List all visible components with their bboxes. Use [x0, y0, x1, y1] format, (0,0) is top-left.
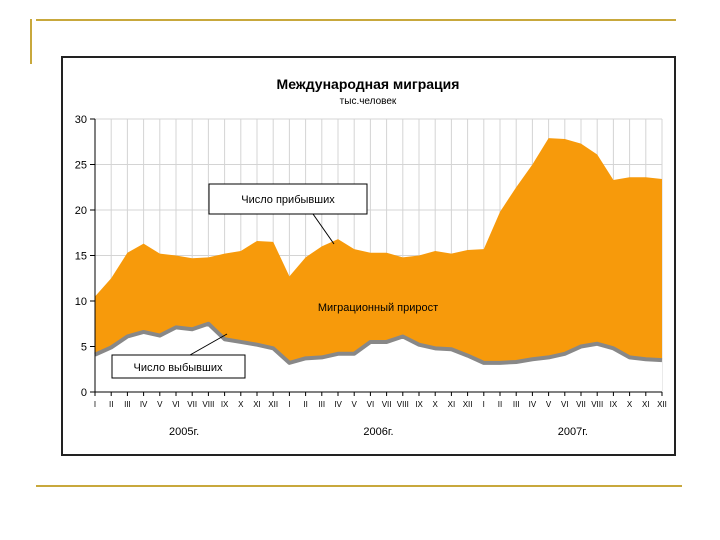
arrivals-callout-line [312, 213, 335, 245]
series-arrivals-area [95, 138, 662, 392]
x-tick-label: III [513, 400, 520, 409]
x-tick-label: X [238, 400, 244, 409]
x-tick-label: II [498, 400, 502, 409]
y-tick-label: 30 [75, 114, 87, 126]
areas [94, 138, 663, 392]
x-tick-label: IV [140, 400, 148, 409]
x-tick-label: VII [576, 400, 586, 409]
year-label: 2005г. [169, 426, 199, 438]
x-tick-label: X [433, 400, 439, 409]
x-tick-label: I [94, 400, 96, 409]
annotation-departures: Число выбывших [111, 333, 246, 379]
x-tick-label: IX [221, 400, 229, 409]
series-departures-line [94, 321, 663, 365]
x-tick-label: XI [253, 400, 261, 409]
chart-subtitle: тыс.человек [340, 96, 397, 107]
x-tick-label: VIII [591, 400, 603, 409]
x-tick-label: XI [642, 400, 650, 409]
arrivals-callout-label: Число прибывших [241, 194, 335, 206]
x-tick-label: VI [561, 400, 569, 409]
x-tick-label: IV [529, 400, 537, 409]
x-tick-label: V [546, 400, 552, 409]
arrivals-callout-box [208, 183, 368, 215]
x-tick-label: II [303, 400, 307, 409]
departures-callout-label: Число выбывших [134, 362, 223, 374]
chart-title: Международная миграция [277, 76, 460, 92]
x-tick-label: V [157, 400, 163, 409]
x-tick-label: XI [448, 400, 456, 409]
x-tick-label: IV [334, 400, 342, 409]
x-tick-label: XII [268, 400, 278, 409]
x-tick-label: VII [187, 400, 197, 409]
x-tick-label: III [318, 400, 325, 409]
x-tick-label: X [627, 400, 633, 409]
y-tick-label: 25 [75, 160, 87, 172]
x-tick-label: XII [463, 400, 473, 409]
y-tick-label: 15 [75, 251, 87, 263]
annotation-arrivals: Число прибывших [208, 183, 368, 245]
x-tick-label: VI [367, 400, 375, 409]
year-label: 2006г. [363, 426, 393, 438]
x-tick-label: VIII [397, 400, 409, 409]
x-tick-label: VIII [202, 400, 214, 409]
x-tick-label: VII [382, 400, 392, 409]
departures-callout-line [189, 333, 228, 356]
x-tick-label: IX [610, 400, 618, 409]
bottom-decor-line [36, 485, 682, 487]
departures-callout-box [111, 354, 246, 379]
x-tick-label: III [124, 400, 131, 409]
left-decor-line [30, 19, 32, 64]
net-migration-label: Миграционный прирост [318, 302, 438, 314]
y-tick-label: 0 [81, 387, 87, 399]
x-tick-label: II [109, 400, 113, 409]
year-label: 2007г. [558, 426, 588, 438]
x-tick-label: V [352, 400, 358, 409]
migration-chart: Международная миграция тыс.человек 0 5 10 1… [75, 76, 667, 438]
y-tick-label: 10 [75, 296, 87, 308]
x-tick-label: VI [172, 400, 180, 409]
top-decor-line [36, 19, 676, 21]
x-tick-label: I [288, 400, 290, 409]
y-tick-label: 20 [75, 205, 87, 217]
x-tick-label: XII [657, 400, 667, 409]
x-tick-label: I [483, 400, 485, 409]
x-tick-label: IX [415, 400, 423, 409]
chart-frame: Международная миграция тыс.человек 0 5 10 1… [61, 56, 676, 456]
y-tick-label: 5 [81, 342, 87, 354]
